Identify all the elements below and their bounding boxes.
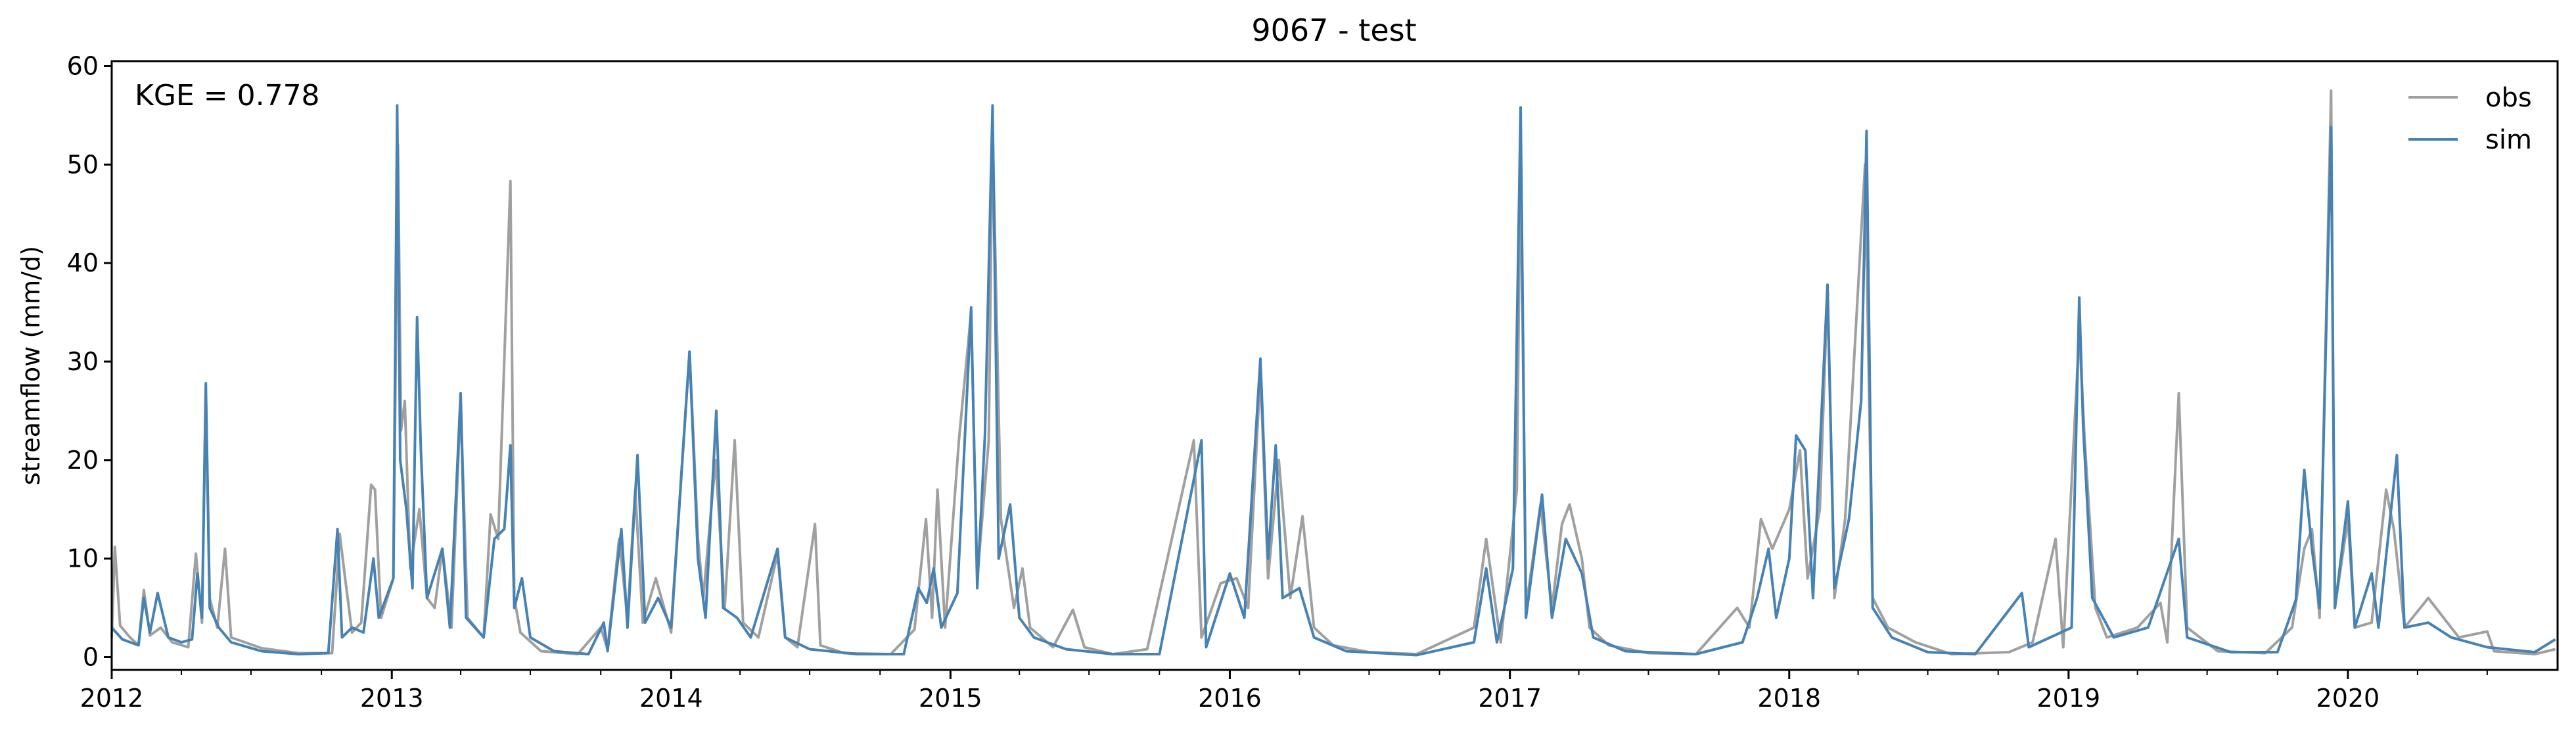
x-axis: 2012 2013 2014 2015 2016 2017 2018 2019 2020 bbox=[80, 670, 2488, 713]
legend-label-obs: obs bbox=[2485, 83, 2532, 113]
y-tick-label: 20 bbox=[67, 446, 99, 475]
x-tick-label: 2020 bbox=[2316, 684, 2380, 713]
y-tick-label: 30 bbox=[67, 347, 99, 376]
x-tick-label: 2018 bbox=[1757, 684, 1821, 713]
legend-label-sim: sim bbox=[2485, 125, 2532, 155]
kge-annotation: KGE = 0.778 bbox=[135, 79, 320, 112]
x-tick-label: 2013 bbox=[360, 684, 424, 713]
x-tick-label: 2016 bbox=[1198, 684, 1262, 713]
y-tick-label: 10 bbox=[67, 544, 99, 573]
y-tick-label: 50 bbox=[67, 150, 99, 179]
series-layer bbox=[110, 89, 2556, 657]
plot-frame bbox=[110, 60, 2559, 671]
y-axis-label: streamflow (mm/d) bbox=[16, 246, 45, 485]
series-line-sim bbox=[110, 104, 2556, 657]
x-tick-label: 2012 bbox=[80, 684, 144, 713]
y-tick-label: 0 bbox=[83, 643, 99, 672]
x-tick-label: 2015 bbox=[919, 684, 982, 713]
chart-title: 9067 - test bbox=[1251, 12, 1416, 48]
y-tick-label: 40 bbox=[67, 249, 99, 277]
y-axis: 0 10 20 30 40 50 60 bbox=[67, 51, 112, 672]
series-line-obs bbox=[110, 89, 2556, 655]
x-tick-label: 2017 bbox=[1478, 684, 1542, 713]
y-tick-label: 60 bbox=[67, 51, 99, 80]
x-tick-label: 2019 bbox=[2036, 684, 2100, 713]
legend: obs sim bbox=[2408, 83, 2532, 155]
x-tick-label: 2014 bbox=[639, 684, 703, 713]
